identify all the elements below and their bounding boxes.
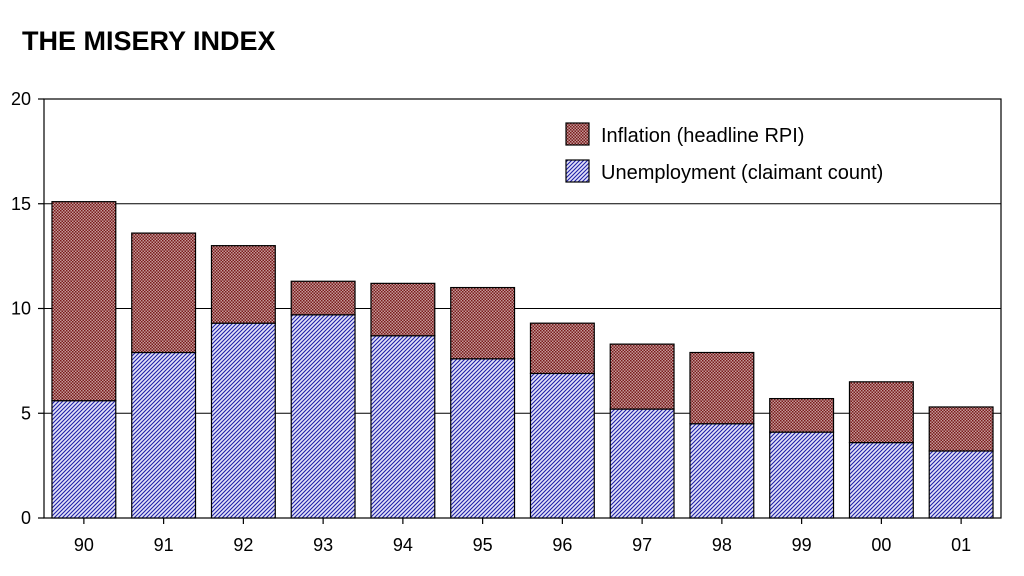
x-tick-label: 94 (393, 535, 413, 555)
bar-inflation-01 (928, 406, 994, 452)
bar-inflation-94 (370, 282, 436, 337)
y-tick-label: 5 (21, 403, 31, 423)
x-tick-label: 97 (632, 535, 652, 555)
x-tick-label: 96 (552, 535, 572, 555)
x-tick-label: 98 (712, 535, 732, 555)
legend: Inflation (headline RPI) Unemployment (cl… (565, 122, 883, 184)
y-tick-label: 20 (11, 89, 31, 109)
legend-swatch-inflation (565, 122, 590, 146)
bar-unemployment-97 (609, 408, 675, 519)
y-tick-label: 15 (11, 194, 31, 214)
x-tick-label: 99 (792, 535, 812, 555)
bar-inflation-95 (450, 286, 516, 360)
bar-unemployment-91 (131, 351, 197, 519)
bar-inflation-00 (848, 381, 914, 444)
bar-unemployment-01 (928, 450, 994, 519)
x-tick-label: 91 (154, 535, 174, 555)
bar-inflation-97 (609, 343, 675, 410)
legend-swatch-unemployment (565, 159, 590, 183)
axes: 0 5 10 15 20 90 91 92 93 94 95 96 97 98 99 00 01 (11, 89, 971, 555)
bar-inflation-90 (51, 201, 117, 402)
bar-unemployment-95 (450, 358, 516, 519)
y-tick-label: 0 (21, 508, 31, 528)
bar-inflation-91 (131, 232, 197, 354)
y-tick-label: 10 (11, 299, 31, 319)
legend-label-inflation: Inflation (headline RPI) (601, 125, 804, 147)
bar-inflation-98 (689, 351, 755, 425)
x-tick-label: 95 (473, 535, 493, 555)
bar-inflation-93 (290, 280, 356, 316)
bar-unemployment-99 (769, 431, 835, 519)
x-tick-label: 01 (951, 535, 971, 555)
legend-label-unemployment: Unemployment (claimant count) (601, 162, 883, 184)
x-tick-label: 90 (74, 535, 94, 555)
x-tick-label: 92 (233, 535, 253, 555)
bar-inflation-92 (210, 245, 276, 324)
chart-title: THE MISERY INDEX (22, 26, 276, 56)
bar-unemployment-00 (848, 441, 914, 519)
bar-unemployment-90 (51, 400, 117, 519)
bar-inflation-96 (529, 322, 595, 375)
bar-unemployment-94 (370, 335, 436, 519)
bar-inflation-99 (769, 397, 835, 433)
x-tick-label: 93 (313, 535, 333, 555)
bars (51, 201, 994, 519)
bar-unemployment-98 (689, 423, 755, 519)
bar-unemployment-93 (290, 314, 356, 519)
bar-unemployment-92 (210, 322, 276, 519)
x-tick-label: 00 (871, 535, 891, 555)
bar-unemployment-96 (529, 372, 595, 519)
